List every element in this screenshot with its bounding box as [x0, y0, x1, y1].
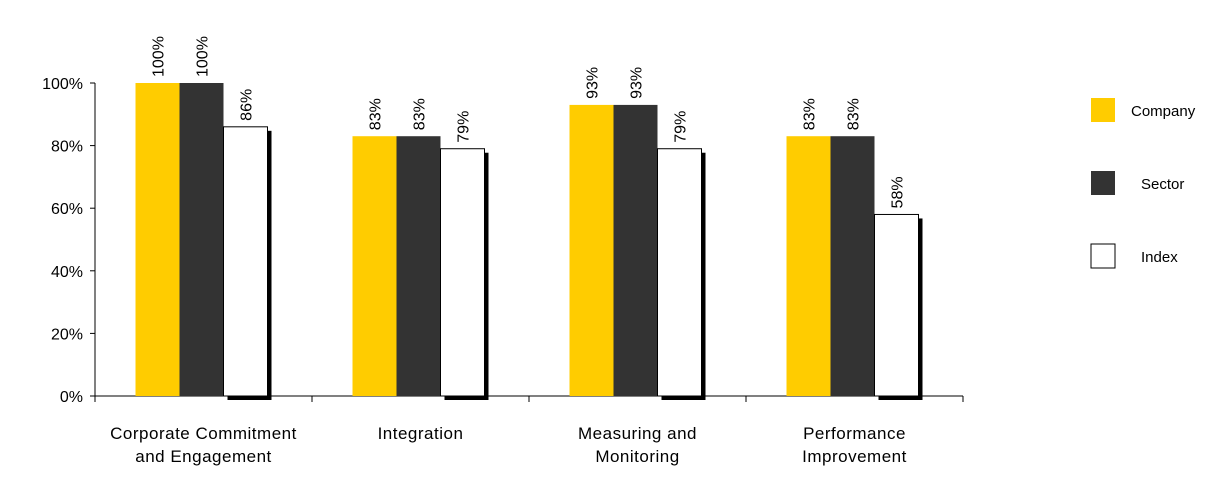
bar: [830, 136, 875, 396]
bar: [613, 104, 658, 396]
legend-swatch: [1090, 243, 1116, 269]
legend-swatch: [1091, 171, 1115, 195]
data-label: 100%: [151, 36, 168, 77]
y-tick-label: 0%: [60, 389, 83, 406]
legend-label: Index: [1141, 249, 1178, 266]
bar: [569, 104, 614, 396]
legend-label: Sector: [1141, 176, 1184, 193]
bar: [396, 136, 441, 396]
x-tick-label: Performance Improvement: [802, 424, 907, 466]
data-label: 86%: [239, 89, 256, 121]
y-tick-label: 20%: [51, 326, 83, 343]
bar: [657, 148, 702, 397]
data-label: 83%: [802, 98, 819, 130]
data-label: 79%: [456, 111, 473, 143]
y-tick-label: 60%: [51, 201, 83, 218]
bar: [352, 136, 397, 396]
bar: [135, 83, 180, 396]
data-label: 79%: [673, 111, 690, 143]
data-label: 93%: [629, 67, 646, 99]
legend-swatch: [1091, 98, 1115, 122]
legend-label: Company: [1131, 103, 1196, 120]
data-label: 83%: [846, 98, 863, 130]
data-label: 100%: [195, 36, 212, 77]
y-tick-label: 40%: [51, 264, 83, 281]
data-label: 58%: [890, 176, 907, 208]
x-tick-label: Measuring and Monitoring: [578, 424, 697, 466]
bar: [874, 213, 919, 397]
data-label: 83%: [368, 98, 385, 130]
bar: [179, 83, 224, 396]
data-label: 93%: [585, 67, 602, 99]
data-label: 83%: [412, 98, 429, 130]
bar: [440, 148, 485, 397]
bar: [223, 126, 268, 397]
y-tick-label: 100%: [42, 76, 83, 93]
x-tick-label: Corporate Commitment and Engagement: [110, 424, 297, 466]
y-tick-label: 80%: [51, 139, 83, 156]
bar: [786, 136, 831, 396]
x-tick-label: Integration: [377, 424, 464, 443]
